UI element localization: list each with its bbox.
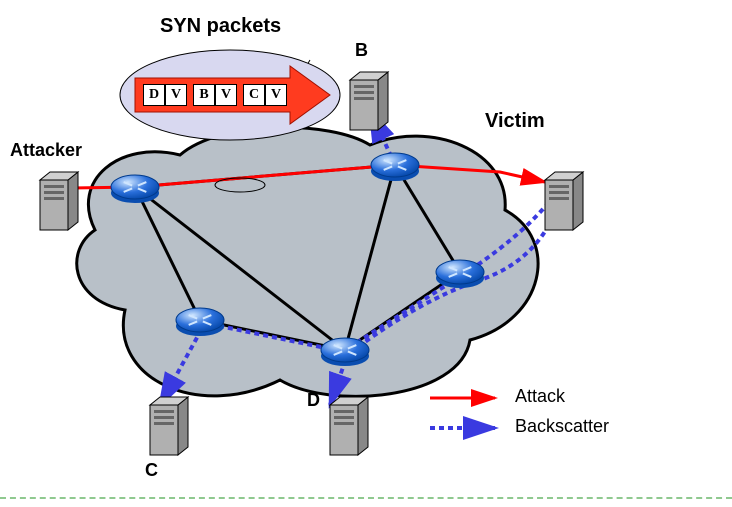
title-label: SYN packets — [160, 15, 281, 38]
diagram-svg — [0, 0, 732, 507]
legend-backscatter: Backscatter — [505, 416, 609, 437]
packet-dv: D V — [143, 84, 187, 106]
d-label: D — [307, 390, 320, 411]
router-icon — [371, 153, 419, 181]
router-icon — [111, 175, 159, 203]
router-icon — [436, 260, 484, 288]
packet-boxes: D V B V C V — [140, 84, 290, 106]
packet-cv: C V — [243, 84, 287, 106]
b-label: B — [355, 40, 368, 61]
c-label: C — [145, 460, 158, 481]
router-icon — [176, 308, 224, 336]
host-attacker — [40, 172, 78, 230]
host-b — [350, 72, 388, 130]
page-divider — [0, 497, 732, 499]
host-c — [150, 397, 188, 455]
attacker-label: Attacker — [10, 140, 82, 161]
victim-label: Victim — [485, 110, 545, 133]
diagram-canvas: SYN packets Attacker B Victim C D D V B … — [0, 0, 732, 507]
host-d — [330, 397, 368, 455]
packet-bv: B V — [193, 84, 237, 106]
router-icon — [321, 338, 369, 366]
legend-attack: Attack — [505, 386, 565, 407]
host-victim — [545, 172, 583, 230]
